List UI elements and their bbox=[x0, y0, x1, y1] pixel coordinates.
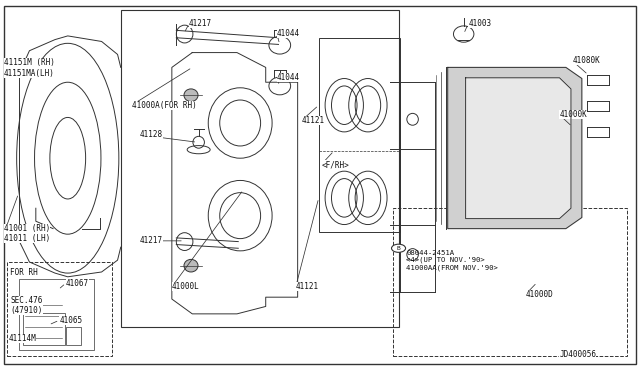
Text: 41000K: 41000K bbox=[559, 110, 588, 119]
Text: B: B bbox=[397, 246, 401, 251]
Text: FOR RH: FOR RH bbox=[10, 268, 38, 277]
Text: JD400056: JD400056 bbox=[559, 350, 596, 359]
Text: 41151M (RH)
41151MA(LH): 41151M (RH) 41151MA(LH) bbox=[4, 58, 55, 78]
Text: 41003: 41003 bbox=[468, 19, 492, 28]
Text: 41000D: 41000D bbox=[525, 290, 554, 299]
Polygon shape bbox=[466, 78, 571, 219]
Bar bbox=[23, 313, 65, 344]
Text: 41044: 41044 bbox=[276, 73, 300, 82]
Bar bbox=[7, 262, 113, 356]
Bar bbox=[67, 327, 81, 344]
Circle shape bbox=[392, 244, 406, 252]
Bar bbox=[394, 208, 627, 356]
Text: 41065: 41065 bbox=[60, 316, 83, 325]
Text: <F/RH>: <F/RH> bbox=[321, 160, 349, 169]
Text: 41121: 41121 bbox=[296, 282, 319, 291]
Text: 41067: 41067 bbox=[66, 279, 89, 288]
Polygon shape bbox=[448, 67, 582, 229]
Text: 41000L: 41000L bbox=[172, 282, 200, 291]
Bar bbox=[121, 10, 399, 327]
Text: 41044: 41044 bbox=[276, 29, 300, 38]
Ellipse shape bbox=[184, 259, 198, 272]
Text: 41000A(FOR RH): 41000A(FOR RH) bbox=[132, 101, 196, 110]
Text: 41217: 41217 bbox=[140, 236, 163, 246]
Text: 41001 (RH)
41011 (LH): 41001 (RH) 41011 (LH) bbox=[4, 224, 50, 243]
Text: 41128: 41128 bbox=[140, 130, 163, 140]
Text: 08044-2451A
<4>(UP TO NOV.'90>
41000AA(FROM NOV.'90>: 08044-2451A <4>(UP TO NOV.'90> 41000AA(F… bbox=[406, 250, 498, 270]
Text: 41217: 41217 bbox=[189, 19, 212, 28]
Text: SEC.476
(47910): SEC.476 (47910) bbox=[10, 296, 43, 315]
Bar bbox=[19, 279, 94, 350]
Bar bbox=[319, 38, 401, 232]
Ellipse shape bbox=[184, 89, 198, 102]
Text: 41114M: 41114M bbox=[8, 334, 36, 343]
Text: 41080K: 41080K bbox=[572, 56, 600, 65]
Text: 41121: 41121 bbox=[302, 116, 325, 125]
